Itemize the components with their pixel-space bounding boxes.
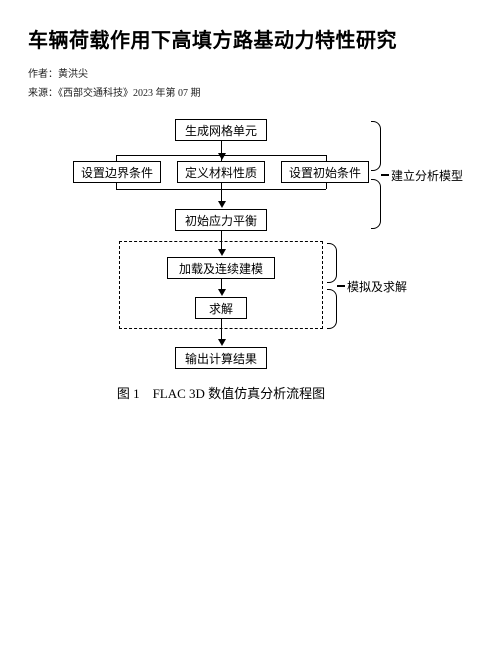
node-equilibrium: 初始应力平衡 (175, 209, 267, 231)
brace-tip-icon (337, 285, 345, 287)
node-solve: 求解 (195, 297, 247, 319)
brace-icon (327, 243, 337, 283)
brace-icon (327, 289, 337, 329)
node-boundary: 设置边界条件 (73, 161, 161, 183)
author-line: 作者：黄洪尖 (28, 65, 474, 80)
node-loading: 加载及连续建模 (167, 257, 275, 279)
arrow-icon (218, 289, 226, 296)
node-initial: 设置初始条件 (281, 161, 369, 183)
phase-label-1: 建立分析模型 (391, 167, 463, 184)
node-material: 定义材料性质 (177, 161, 265, 183)
connector (326, 183, 327, 189)
page-title: 车辆荷载作用下高填方路基动力特性研究 (28, 24, 474, 53)
diagram-container: 生成网格单元 设置边界条件 定义材料性质 设置初始条件 初始应力平衡 加载及连续… (28, 119, 474, 429)
brace-icon (371, 121, 381, 171)
arrow-icon (218, 339, 226, 346)
figure-caption: 图 1 FLAC 3D 数值仿真分析流程图 (71, 383, 371, 402)
author-label: 作者： (28, 69, 58, 80)
node-generate-mesh: 生成网格单元 (175, 119, 267, 141)
connector (221, 319, 222, 341)
source-label: 来源： (28, 88, 58, 99)
author-name: 黄洪尖 (58, 69, 88, 80)
brace-icon (371, 179, 381, 229)
phase-label-2: 模拟及求解 (347, 278, 407, 295)
source-line: 来源：《西部交通科技》2023 年第 07 期 (28, 84, 474, 99)
flowchart: 生成网格单元 设置边界条件 定义材料性质 设置初始条件 初始应力平衡 加载及连续… (71, 119, 431, 429)
arrow-icon (218, 201, 226, 208)
source-text: 《西部交通科技》2023 年第 07 期 (58, 88, 201, 99)
node-output: 输出计算结果 (175, 347, 267, 369)
brace-tip-icon (381, 174, 389, 176)
